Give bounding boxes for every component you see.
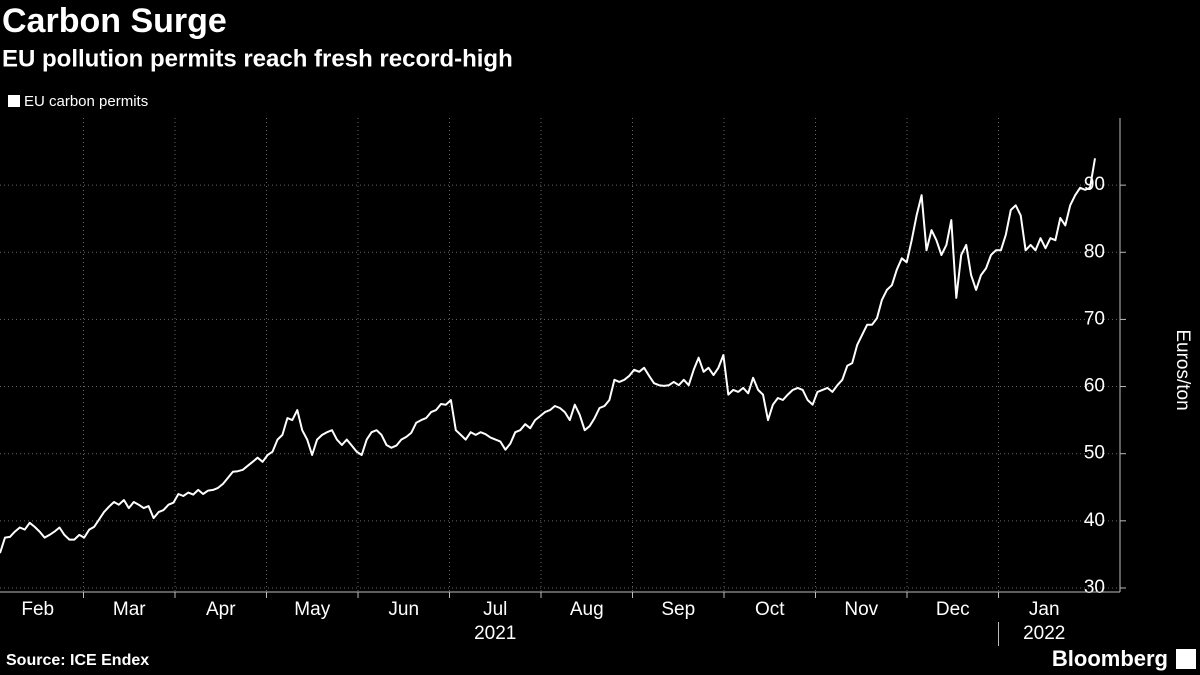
chart-title: Carbon Surge bbox=[2, 2, 227, 40]
x-tick-label: Jun bbox=[388, 599, 419, 620]
x-tick-label: Feb bbox=[21, 599, 54, 620]
source: Source: ICE Endex bbox=[6, 652, 149, 669]
x-tick-label: May bbox=[294, 599, 330, 620]
year-label: 2022 bbox=[1023, 623, 1065, 644]
y-tick-label: 70 bbox=[1084, 308, 1105, 329]
y-tick-label: 30 bbox=[1084, 577, 1105, 598]
y-tick-label: 80 bbox=[1084, 241, 1105, 262]
y-tick-label: 50 bbox=[1084, 443, 1105, 464]
y-tick-label: 60 bbox=[1084, 376, 1105, 397]
legend-swatch bbox=[8, 95, 20, 107]
y-tick-label: 90 bbox=[1084, 174, 1105, 195]
x-tick-label: Jul bbox=[483, 599, 507, 620]
x-tick-label: Apr bbox=[206, 599, 236, 620]
y-axis-label: Euros/ton bbox=[1172, 329, 1193, 410]
x-tick-label: Sep bbox=[661, 599, 695, 620]
x-tick-label: Aug bbox=[570, 599, 604, 620]
legend-label: EU carbon permits bbox=[24, 93, 148, 110]
brand: Bloomberg bbox=[1052, 646, 1168, 671]
chart-subtitle: EU pollution permits reach fresh record-… bbox=[2, 45, 513, 72]
x-tick-label: Mar bbox=[113, 599, 146, 620]
year-label: 2021 bbox=[474, 623, 516, 644]
y-tick-label: 40 bbox=[1084, 510, 1105, 531]
x-tick-label: Oct bbox=[755, 599, 785, 620]
x-tick-label: Nov bbox=[844, 599, 878, 620]
brand-icon bbox=[1176, 649, 1196, 669]
x-tick-label: Dec bbox=[936, 599, 970, 620]
x-tick-label: Jan bbox=[1029, 599, 1060, 620]
series-line bbox=[0, 158, 1096, 554]
